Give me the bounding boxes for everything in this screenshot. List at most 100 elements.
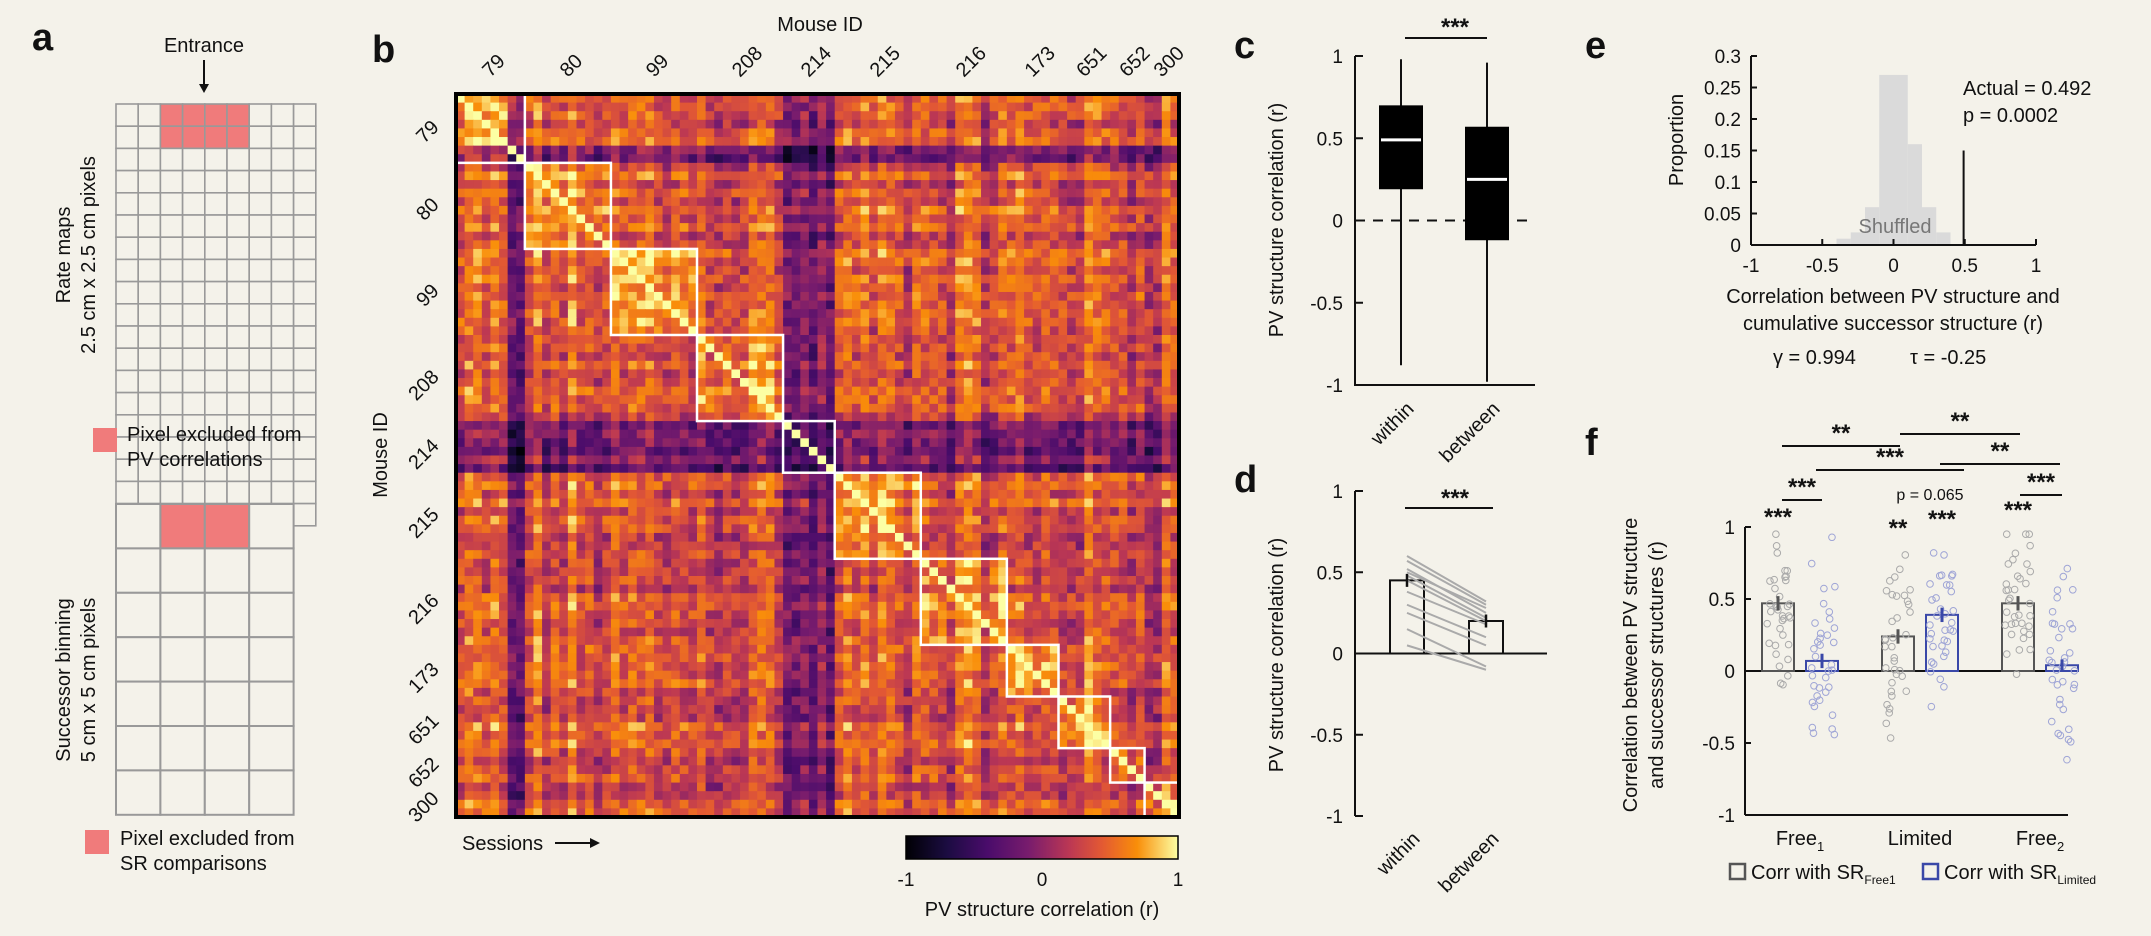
heatmap-cell	[1058, 162, 1068, 173]
heatmap-cell	[1041, 498, 1051, 508]
heatmap-cell	[1024, 386, 1034, 396]
heatmap-cell	[946, 567, 956, 577]
heatmap-cell	[576, 352, 586, 362]
heatmap-cell	[619, 395, 629, 405]
heatmap-cell	[1135, 395, 1146, 405]
heatmap-cell	[516, 576, 526, 586]
heatmap-cell	[791, 162, 801, 173]
heatmap-cell	[851, 197, 862, 207]
heatmap-cell	[610, 171, 621, 181]
heatmap-cell	[705, 248, 715, 259]
heatmap-cell	[550, 283, 560, 293]
heatmap-cell	[981, 240, 991, 250]
heatmap-cell	[1101, 412, 1111, 422]
rate-map-label-1: Rate maps	[53, 207, 75, 304]
heatmap-cell	[834, 335, 844, 345]
heatmap-cell	[1075, 464, 1085, 474]
heatmap-cell	[920, 205, 930, 216]
heatmap-cell	[481, 395, 492, 405]
heatmap-cell	[653, 576, 664, 586]
heatmap-cell	[731, 446, 741, 457]
heatmap-cell	[955, 248, 965, 259]
heatmap-cell	[826, 248, 836, 259]
heatmap-cell	[1127, 429, 1137, 439]
heatmap-cell	[662, 205, 672, 216]
heatmap-cell	[774, 171, 784, 181]
heatmap-cell	[1092, 455, 1103, 465]
heatmap-cell	[653, 248, 664, 259]
heatmap-cell	[1170, 180, 1180, 190]
heatmap-cell	[671, 128, 681, 138]
heatmap-cell	[473, 283, 483, 293]
heatmap-cell	[1161, 507, 1171, 517]
heatmap-cell	[507, 137, 517, 147]
heatmap-cell	[662, 111, 672, 121]
heatmap-cell	[722, 395, 733, 405]
heatmap-cell	[524, 532, 535, 543]
heatmap-cell	[464, 171, 474, 181]
heatmap-cell	[1032, 472, 1042, 482]
heatmap-cell	[877, 386, 887, 396]
heatmap-cell	[783, 464, 793, 474]
heatmap-cell	[963, 481, 974, 491]
heatmap-cell	[843, 515, 853, 525]
heatmap-cell	[886, 119, 896, 130]
heatmap-cell	[481, 180, 492, 190]
heatmap-cell	[929, 567, 939, 577]
heatmap-cell	[1101, 257, 1111, 267]
heatmap-cell	[524, 567, 535, 577]
heatmap-cell	[507, 171, 517, 181]
heatmap-cell	[1075, 369, 1085, 379]
heatmap-cell	[886, 369, 896, 379]
heatmap-cell	[981, 274, 991, 284]
heatmap-cell	[808, 94, 819, 104]
heatmap-cell	[843, 102, 853, 112]
heatmap-cell	[490, 240, 500, 250]
heatmap-cell	[860, 386, 870, 396]
heatmap-cell	[1135, 481, 1146, 491]
heatmap-cell	[869, 558, 879, 568]
heatmap-cell	[1101, 317, 1111, 327]
heatmap-cell	[989, 464, 999, 474]
heatmap-cell	[507, 524, 517, 534]
heatmap-cell	[1075, 197, 1085, 207]
heatmap-cell	[576, 137, 586, 147]
heatmap-cell	[955, 515, 965, 525]
heatmap-cell	[1161, 335, 1171, 345]
heatmap-cell	[1067, 102, 1077, 112]
heatmap-cell	[989, 214, 999, 224]
heatmap-cell	[783, 94, 793, 104]
heatmap-cell	[912, 317, 922, 327]
heatmap-cell	[1127, 403, 1137, 414]
grid-cell	[137, 236, 162, 261]
heatmap-cell	[671, 102, 681, 112]
heatmap-cell	[714, 576, 724, 586]
heatmap-cell	[929, 576, 939, 586]
heatmap-cell	[1153, 558, 1163, 568]
heatmap-cell	[740, 378, 750, 388]
heatmap-cell	[912, 171, 922, 181]
heatmap-cell	[1092, 326, 1103, 336]
heatmap-cell	[920, 145, 930, 155]
heatmap-cell	[516, 489, 526, 500]
heatmap-cell	[800, 360, 810, 371]
heatmap-cell	[963, 395, 974, 405]
heatmap-cell	[860, 481, 870, 491]
heatmap-cell	[1092, 171, 1103, 181]
grid-cell	[204, 480, 228, 505]
heatmap-cell	[1127, 111, 1137, 121]
heatmap-cell	[920, 335, 930, 345]
heatmap-cell	[1118, 395, 1128, 405]
heatmap-cell	[826, 291, 836, 302]
heatmap-cell	[1041, 240, 1051, 250]
heatmap-cell	[817, 481, 827, 491]
heatmap-cell	[955, 343, 965, 353]
heatmap-cell	[972, 171, 982, 181]
heatmap-cell	[490, 309, 500, 319]
heatmap-cell	[481, 205, 492, 216]
heatmap-cell	[938, 145, 948, 155]
heatmap-cell	[929, 352, 939, 362]
heatmap-cell	[826, 550, 836, 560]
heatmap-cell	[585, 102, 595, 112]
heatmap-cell	[550, 300, 560, 310]
